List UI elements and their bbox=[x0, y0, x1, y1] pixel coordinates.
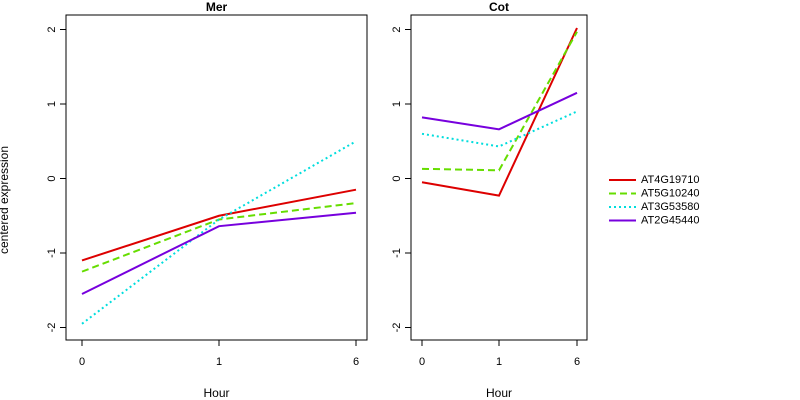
series-line-at4g19710 bbox=[81, 188, 357, 262]
legend-label-at3g53580: AT3G53580 bbox=[641, 201, 700, 213]
series-line-at3g53580 bbox=[421, 110, 578, 148]
legend-label-at2g45440: AT2G45440 bbox=[641, 214, 700, 226]
x-tick-label: 1 bbox=[216, 356, 222, 368]
y-tick-label: -2 bbox=[46, 323, 58, 333]
y-axis-title: centered expression bbox=[0, 146, 11, 254]
y-tick-label: 0 bbox=[46, 175, 58, 181]
series-line-at4g19710 bbox=[421, 27, 578, 197]
y-tick-label: 2 bbox=[391, 26, 403, 32]
y-tick-label: 1 bbox=[391, 101, 403, 107]
x-tick-label: 6 bbox=[353, 356, 359, 368]
series-line-at2g45440 bbox=[421, 91, 578, 131]
panel-frame-mer bbox=[65, 14, 368, 341]
x-tick-label: 6 bbox=[574, 356, 580, 368]
y-tick-label: 1 bbox=[46, 101, 58, 107]
y-tick-label: -1 bbox=[391, 248, 403, 258]
y-tick-label: -1 bbox=[46, 248, 58, 258]
x-tick-label: 0 bbox=[79, 356, 85, 368]
panel-title-mer: Mer bbox=[206, 0, 228, 14]
y-tick-label: 0 bbox=[391, 175, 403, 181]
x-axis-title: Hour bbox=[203, 386, 229, 400]
y-tick-label: 2 bbox=[46, 26, 58, 32]
panel-title-cot: Cot bbox=[489, 0, 509, 14]
series-line-at5g10240 bbox=[421, 31, 578, 172]
legend-label-at5g10240: AT5G10240 bbox=[641, 187, 700, 199]
x-tick-label: 1 bbox=[496, 356, 502, 368]
series-line-at5g10240 bbox=[81, 202, 357, 273]
series-line-at3g53580 bbox=[81, 140, 357, 325]
legend-label-at4g19710: AT4G19710 bbox=[641, 174, 700, 186]
x-axis-title: Hour bbox=[486, 386, 512, 400]
x-tick-label: 0 bbox=[419, 356, 425, 368]
y-tick-label: -2 bbox=[391, 323, 403, 333]
series-line-at2g45440 bbox=[81, 211, 357, 295]
